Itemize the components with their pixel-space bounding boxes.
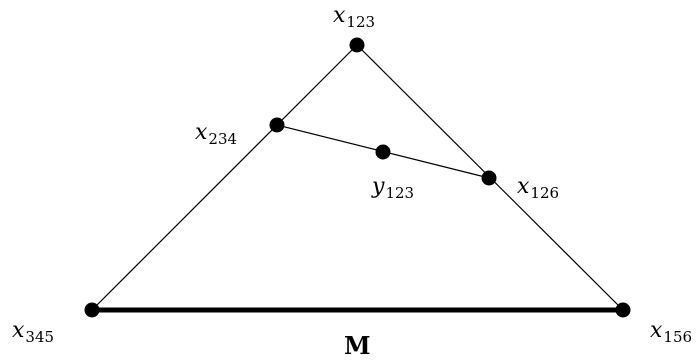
label-x156: x156 (650, 318, 692, 345)
label-x234: x234 (195, 120, 237, 147)
label-x345: x345 (12, 318, 54, 345)
label-y123-sub: 123 (385, 184, 415, 202)
label-x156-sub: 156 (663, 328, 693, 346)
vertex-x123 (349, 37, 365, 53)
label-x123-sub: 123 (346, 13, 376, 31)
vertex-x234 (269, 117, 285, 133)
label-x234-base: x (195, 120, 208, 145)
vertex-y123 (375, 144, 391, 160)
vertex-x345 (84, 302, 100, 318)
edge-x345-x123 (91, 44, 358, 311)
label-bottom-edge: M (344, 331, 371, 360)
label-x126: x126 (517, 174, 559, 201)
label-x345-base: x (12, 318, 25, 343)
label-y123: y123 (372, 174, 414, 201)
label-x126-sub: 126 (530, 184, 560, 202)
vertex-x126 (481, 170, 497, 186)
label-x123-base: x (333, 3, 346, 28)
label-y123-base: y (372, 174, 385, 199)
label-x156-base: x (650, 318, 663, 343)
label-x123: x123 (333, 3, 375, 30)
vertex-x156 (615, 302, 631, 318)
label-x126-base: x (517, 174, 530, 199)
label-x234-sub: 234 (208, 130, 238, 148)
label-x345-sub: 345 (25, 328, 55, 346)
